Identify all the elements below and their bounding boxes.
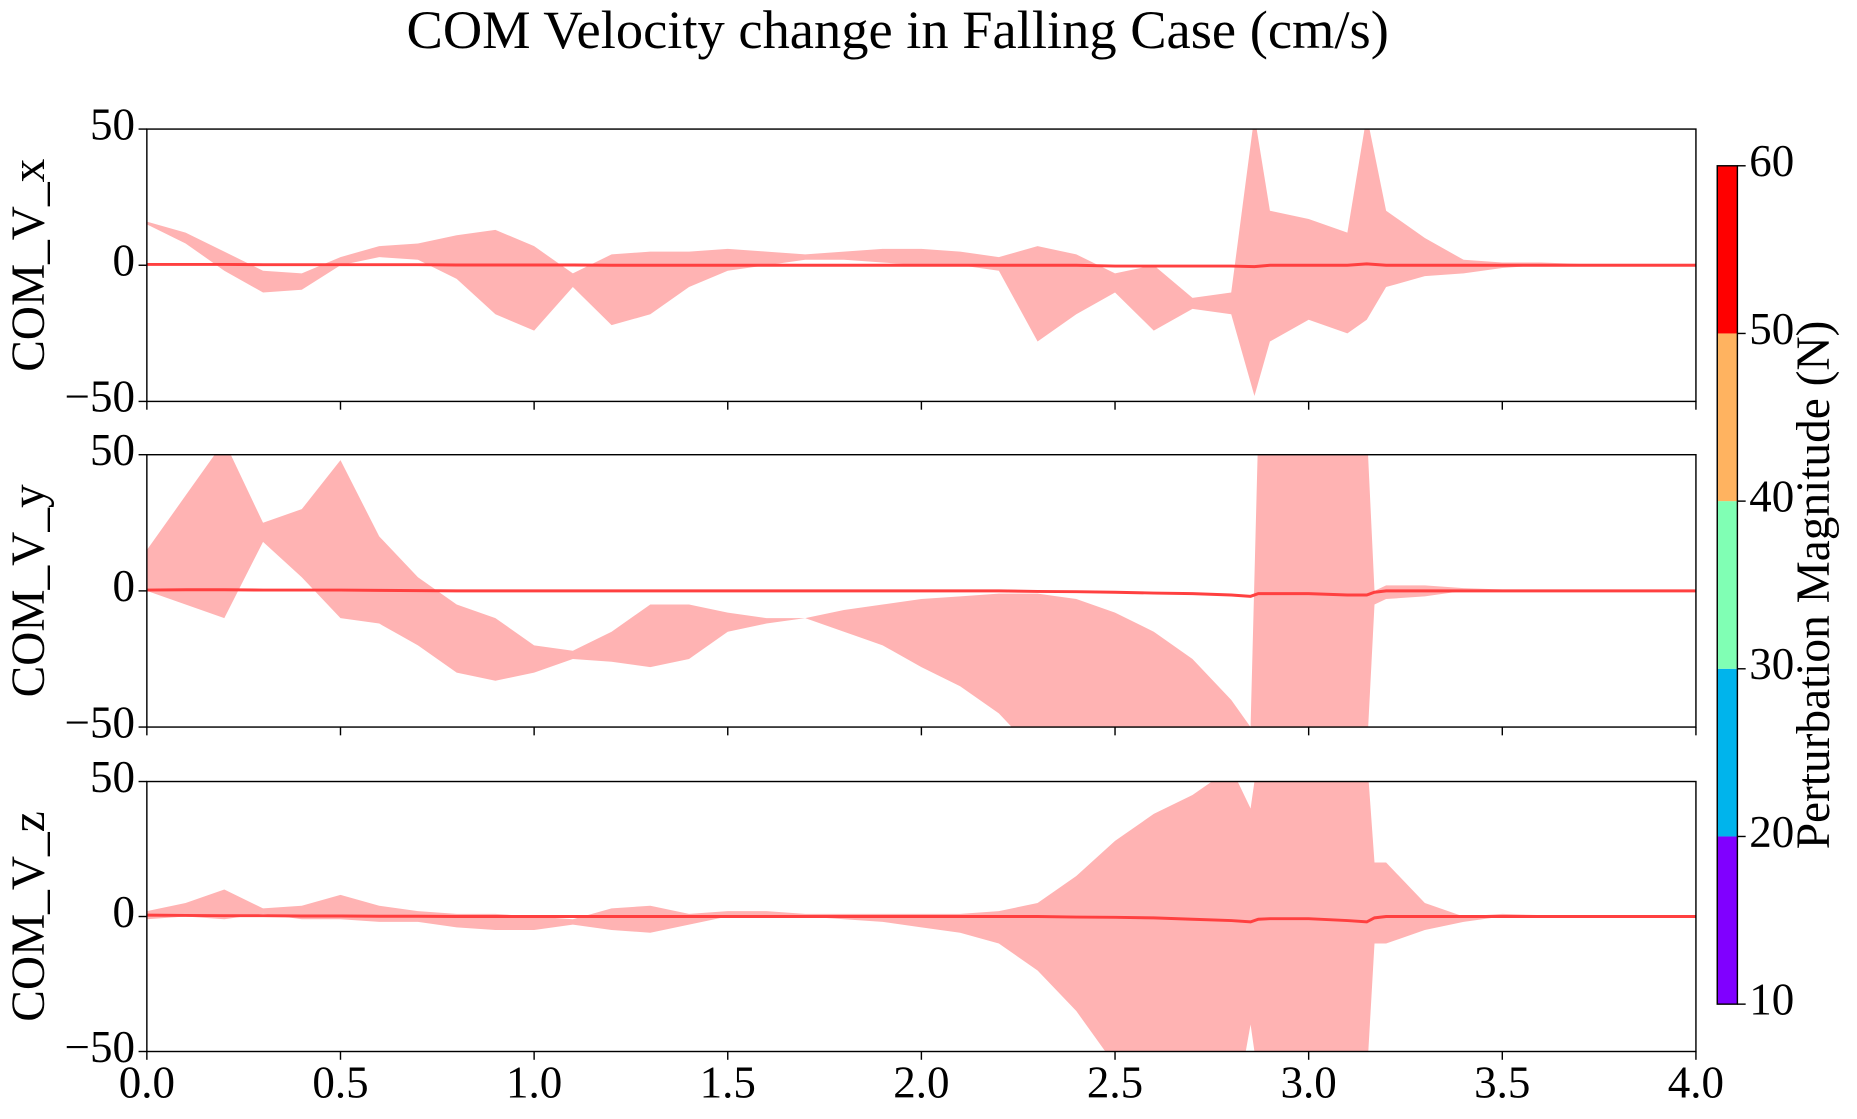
x-tick-label: 4.0: [1668, 1057, 1724, 1107]
y-tick-label: 50: [90, 752, 135, 802]
x-tick-label: 3.5: [1474, 1057, 1530, 1107]
mean-line: [146, 262, 1696, 269]
y-tick-label: −50: [65, 1022, 135, 1072]
colorbar-tick-label: 10: [1749, 974, 1794, 1024]
y-tick-label: −50: [65, 697, 135, 747]
y-axis-label: COM_V_z: [3, 811, 55, 1021]
band: [146, 129, 1696, 396]
y-tick-label: 0: [113, 236, 136, 286]
figure-title: COM Velocity change in Falling Case (cm/…: [407, 0, 1389, 60]
x-tick-label: 1.5: [700, 1057, 756, 1107]
x-tick-label: 0.0: [119, 1057, 175, 1107]
colorbar-segment: [1717, 501, 1738, 669]
colorbar-tick-label: 60: [1749, 136, 1794, 186]
plot-area: [146, 454, 1696, 728]
colorbar-segment: [1717, 165, 1738, 334]
y-tick-label: −50: [65, 372, 135, 422]
mean-line: [146, 588, 1696, 598]
y-tick-label: 0: [113, 561, 136, 611]
colorbar-tick-label: 50: [1749, 304, 1794, 354]
y-tick-label: 50: [90, 425, 135, 475]
colorbar-segment: [1717, 333, 1738, 502]
y-axis-label: COM_V_x: [3, 158, 55, 371]
y-tick-label: 50: [90, 99, 135, 149]
plot-area: [146, 129, 1696, 396]
colorbar-segment: [1717, 668, 1738, 837]
colorbar-segment: [1717, 836, 1738, 1005]
y-axis-label: COM_V_y: [3, 484, 55, 697]
x-tick-label: 0.5: [312, 1057, 368, 1107]
band: [146, 454, 1696, 728]
colorbar-tick-label: 20: [1749, 807, 1794, 857]
x-tick-label: 1.0: [506, 1057, 562, 1107]
colorbar-frame: [1716, 165, 1739, 1005]
plot-area: [146, 781, 1696, 1052]
x-tick-label: 2.0: [893, 1057, 949, 1107]
x-tick-label: 3.0: [1281, 1057, 1337, 1107]
colorbar-tick-label: 30: [1749, 639, 1794, 689]
x-tick-label: 2.5: [1087, 1057, 1143, 1107]
mean-line: [146, 913, 1696, 924]
colorbar-label: Perturbation Magnitude (N): [1788, 321, 1840, 850]
y-tick-label: 0: [113, 887, 136, 937]
colorbar-tick-label: 40: [1749, 471, 1794, 521]
